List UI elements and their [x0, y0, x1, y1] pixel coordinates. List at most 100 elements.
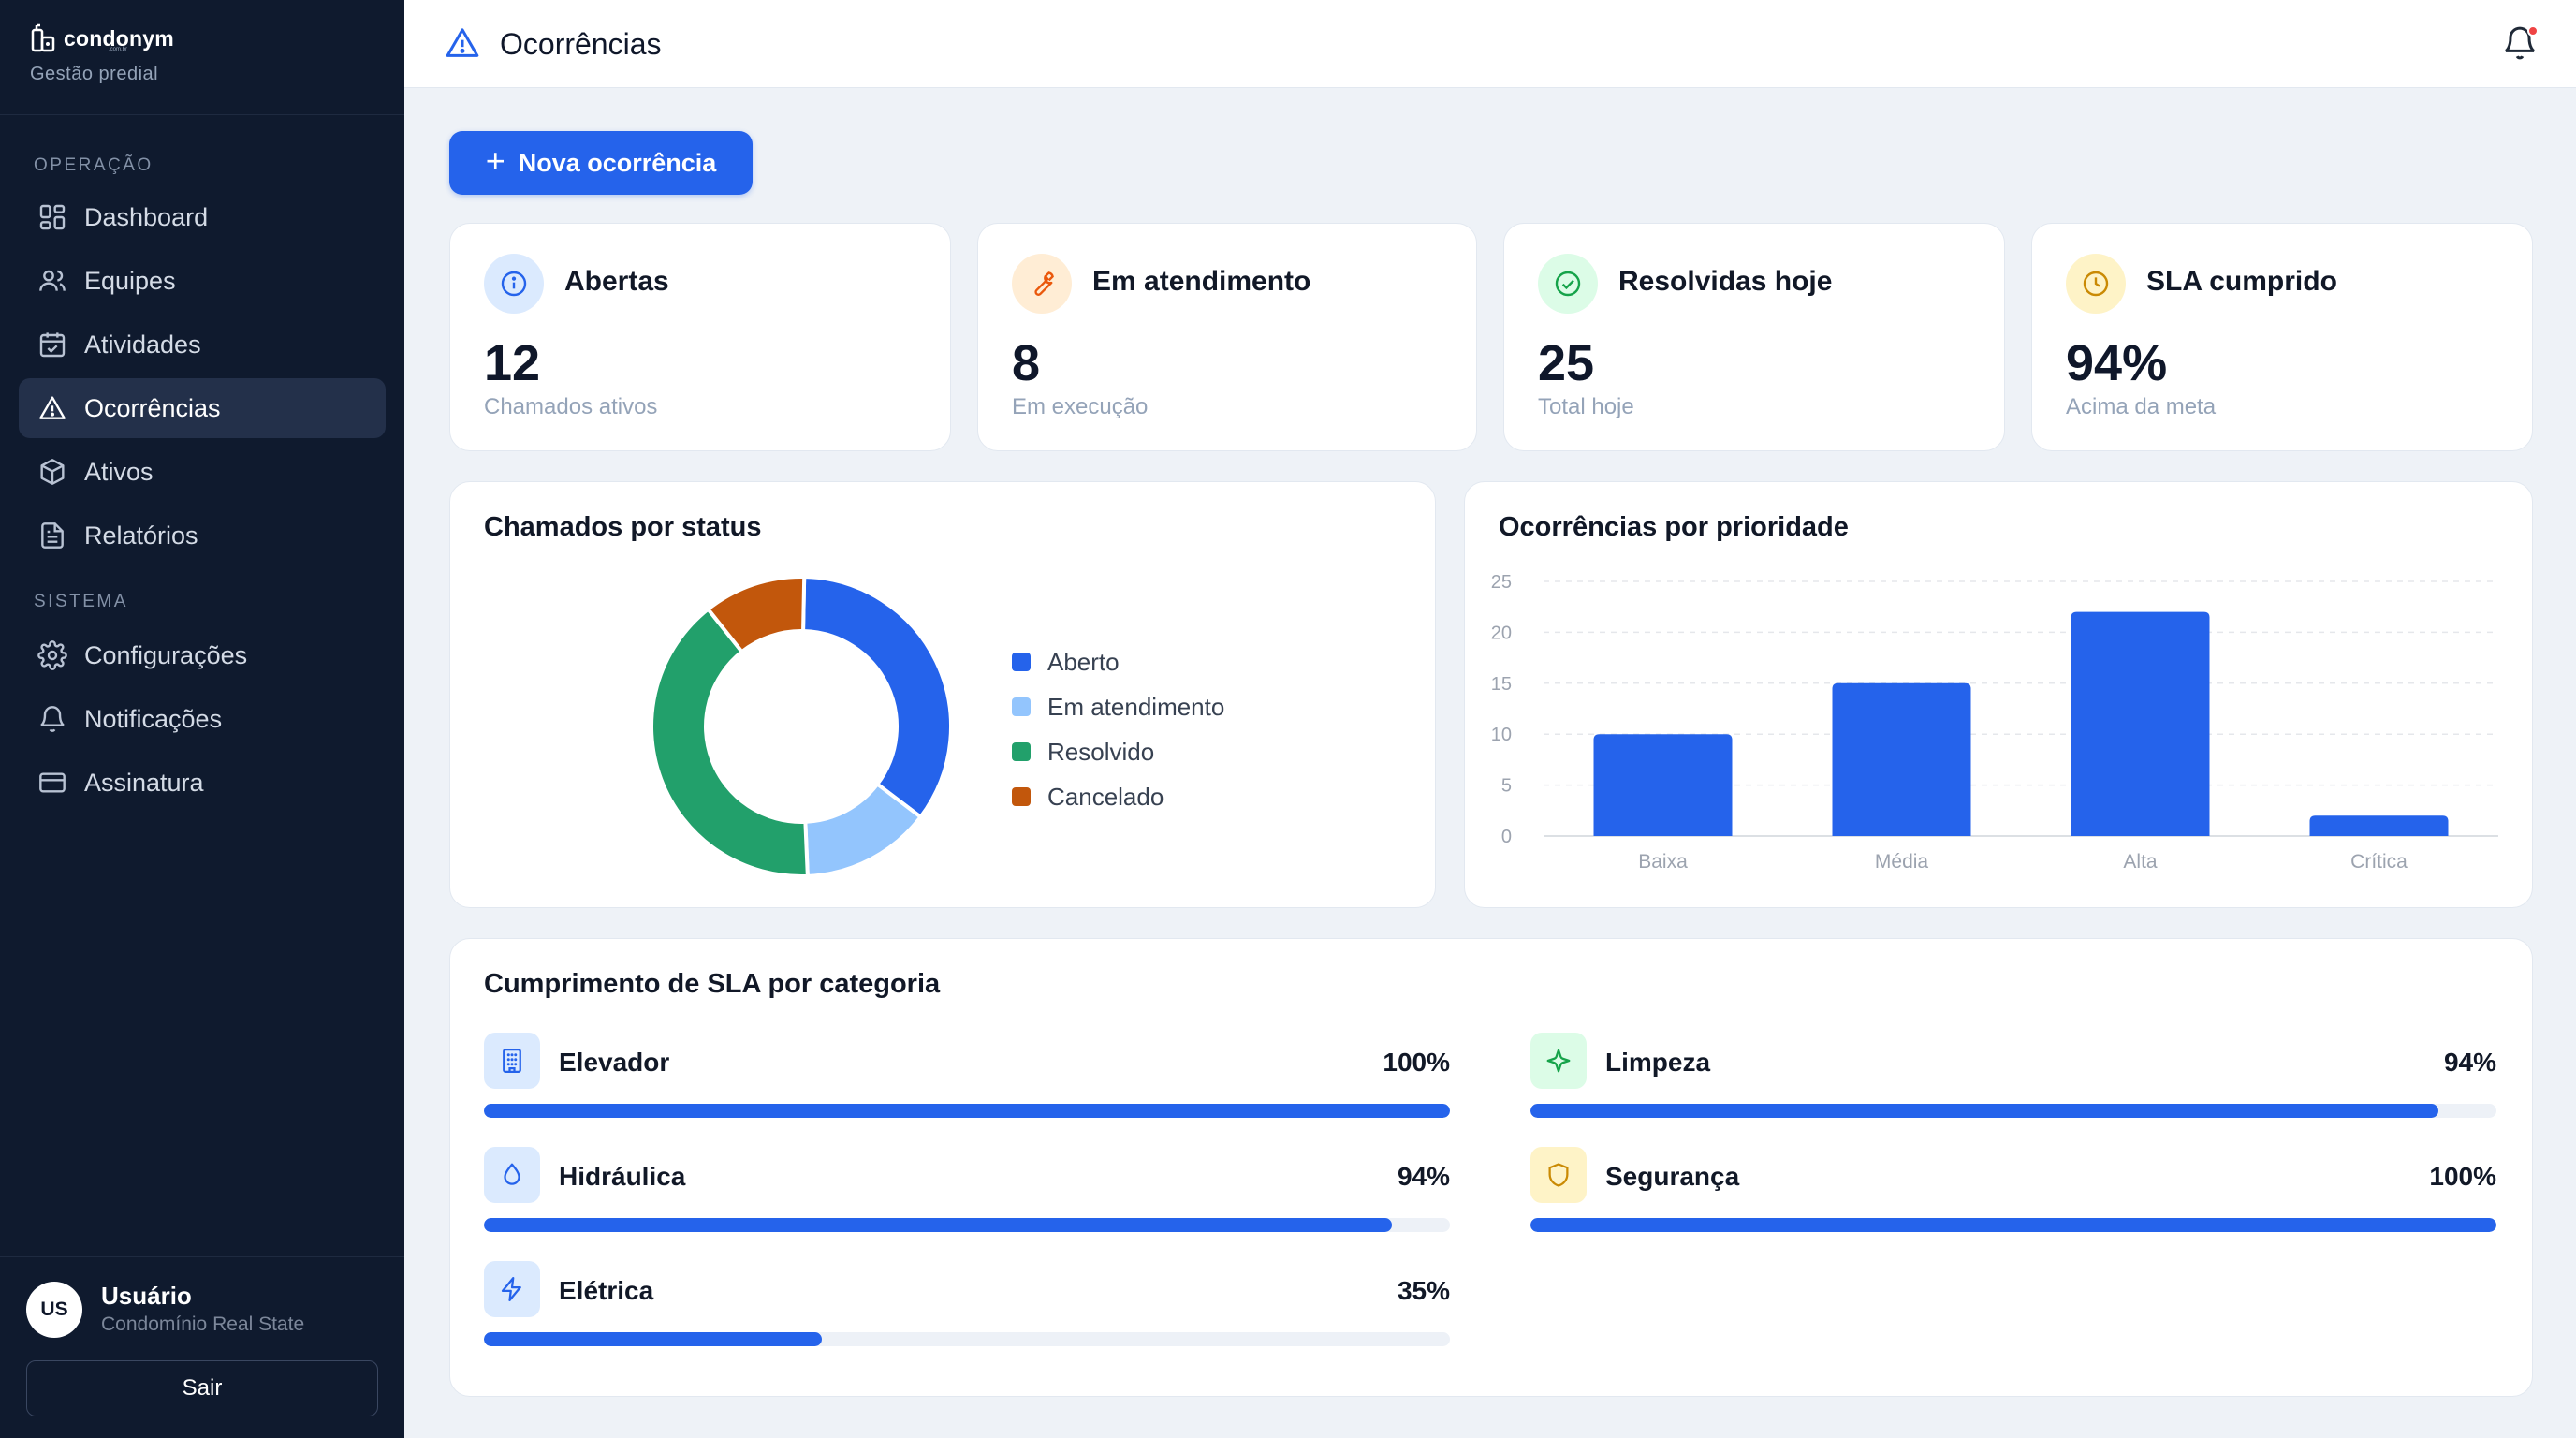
sidebar-item-label: Dashboard: [84, 202, 209, 231]
plus-icon: +: [485, 141, 505, 180]
new-occurrence-button[interactable]: + Nova ocorrência: [449, 131, 753, 195]
brand-name: condonym: [64, 25, 174, 51]
sla-category-name: Hidráulica: [559, 1162, 686, 1191]
wrench-icon: [1034, 271, 1054, 296]
sla-progress-track: [484, 1218, 1450, 1232]
kpi-card-em-atendimento: Em atendimento 8 Em execução: [977, 223, 1477, 451]
sla-percent: 94%: [2443, 1048, 2496, 1077]
droplet-icon: [504, 1163, 520, 1185]
donut-slice-cancelado[interactable]: [705, 575, 807, 654]
kpi-value: 8: [1012, 335, 1041, 391]
kpi-label: Abertas: [564, 266, 669, 297]
kpi-card-abertas: Abertas 12 Chamados ativos: [449, 223, 951, 451]
bar-média[interactable]: [1832, 682, 1971, 836]
sla-title: Cumprimento de SLA por categoria: [484, 969, 941, 999]
donut-slice-resolvido[interactable]: [650, 606, 810, 878]
sla-icon-wrap: [1530, 1147, 1587, 1203]
sidebar-item-dashboard[interactable]: Dashboard: [19, 187, 386, 247]
notification-dot: [2527, 25, 2539, 37]
bar-crítica[interactable]: [2309, 815, 2449, 836]
sidebar-item-assinatura[interactable]: Assinatura: [19, 753, 386, 813]
x-tick-label: Média: [1875, 851, 1929, 873]
y-tick-label: 10: [1491, 725, 1512, 745]
sidebar-item-label: Assinatura: [84, 768, 204, 797]
sla-progress-fill: [484, 1218, 1393, 1232]
brand[interactable]: condonym .com.br Gestão predial: [30, 22, 174, 85]
new-occurrence-label: Nova ocorrência: [518, 148, 717, 177]
bar-alta[interactable]: [2071, 611, 2210, 836]
file-text-icon: [41, 522, 64, 549]
status-donut-chart: [650, 574, 953, 878]
legend-item-cancelado[interactable]: Cancelado: [1012, 774, 1224, 819]
notification-bell-icon[interactable]: [2501, 24, 2539, 62]
user-org: Condomínio Real State: [101, 1313, 305, 1335]
sla-progress-fill: [484, 1104, 1450, 1118]
sidebar-item-notificacoes[interactable]: Notificações: [19, 689, 386, 749]
page-title: Ocorrências: [500, 27, 662, 61]
priority-chart-card: Ocorrências por prioridade 0 5 10 15 20 25 Bai…: [1464, 481, 2533, 908]
user-name: Usuário: [101, 1282, 192, 1310]
sla-icon-wrap: [484, 1033, 540, 1089]
legend-label: Resolvido: [1047, 737, 1155, 766]
sla-card: Cumprimento de SLA por categoria Elevado…: [449, 938, 2533, 1397]
sidebar-item-label: Configurações: [84, 640, 248, 669]
legend-label: Aberto: [1047, 647, 1120, 676]
kpi-label: SLA cumprido: [2146, 266, 2337, 297]
sidebar-item-label: Ativos: [84, 457, 154, 486]
section-label-sistema: SISTEMA: [34, 592, 128, 611]
sidebar-item-ocorrencias[interactable]: Ocorrências: [19, 378, 386, 438]
status-chart-card: Chamados por status Aberto Em atendiment…: [449, 481, 1436, 908]
legend-item-resolvido[interactable]: Resolvido: [1012, 729, 1224, 774]
alert-triangle-icon: [39, 396, 66, 419]
sidebar-item-configuracoes[interactable]: Configurações: [19, 625, 386, 685]
sidebar-item-relatorios[interactable]: Relatórios: [19, 506, 386, 565]
kpi-sub: Acima da meta: [2066, 394, 2217, 419]
box-icon: [40, 459, 65, 485]
logout-button[interactable]: Sair: [26, 1360, 378, 1416]
sla-category-name: Elétrica: [559, 1276, 654, 1305]
sidebar-item-atividades[interactable]: Atividades: [19, 315, 386, 374]
y-tick-label: 0: [1501, 827, 1512, 847]
clock-icon: [2083, 271, 2109, 297]
sla-row-seguranca: Segurança 100%: [1530, 1147, 2496, 1240]
sla-row-eletrica: Elétrica 35%: [484, 1261, 1450, 1355]
legend-swatch: [1012, 787, 1031, 806]
sla-progress-fill: [1530, 1104, 2439, 1118]
bell-icon: [40, 706, 65, 732]
sla-category-name: Elevador: [559, 1048, 670, 1077]
sparkle-icon: [1546, 1049, 1571, 1073]
sla-progress-fill: [1530, 1218, 2496, 1232]
bar-baixa[interactable]: [1593, 734, 1733, 836]
alert-triangle-icon: [446, 28, 479, 57]
sidebar: condonym .com.br Gestão predial OPERAÇÃO…: [0, 0, 404, 1438]
info-icon: [501, 271, 527, 297]
sla-icon-wrap: [1530, 1033, 1587, 1089]
kpi-label: Em atendimento: [1092, 266, 1311, 297]
legend-swatch: [1012, 742, 1031, 761]
sidebar-item-label: Atividades: [84, 330, 201, 359]
section-label-operacao: OPERAÇÃO: [34, 155, 154, 175]
sidebar-item-label: Ocorrências: [84, 393, 221, 422]
legend-label: Em atendimento: [1047, 692, 1225, 721]
legend-swatch: [1012, 653, 1031, 671]
sla-icon-wrap: [484, 1261, 540, 1317]
user-block: US Usuário Condomínio Real State Sair: [0, 1256, 404, 1438]
credit-card-icon: [39, 772, 66, 793]
kpi-card-sla-cumprido: SLA cumprido 94% Acima da meta: [2031, 223, 2533, 451]
legend-item-aberto[interactable]: Aberto: [1012, 639, 1224, 684]
legend-item-em-atendimento[interactable]: Em atendimento: [1012, 684, 1224, 729]
building-icon: [503, 1049, 521, 1073]
sidebar-item-label: Notificações: [84, 704, 223, 733]
sla-progress-track: [1530, 1104, 2496, 1118]
kpi-icon-wrap: [484, 254, 544, 314]
calendar-check-icon: [39, 332, 66, 358]
kpi-value: 25: [1538, 335, 1595, 391]
kpi-sub: Total hoje: [1538, 394, 1634, 419]
avatar[interactable]: US: [26, 1282, 82, 1338]
users-icon: [39, 270, 66, 291]
kpi-card-resolvidas-hoje: Resolvidas hoje 25 Total hoje: [1503, 223, 2005, 451]
donut-slice-aberto[interactable]: [801, 574, 953, 820]
sidebar-item-equipes[interactable]: Equipes: [19, 251, 386, 311]
sidebar-item-ativos[interactable]: Ativos: [19, 442, 386, 502]
brand-domain: .com.br: [109, 47, 128, 52]
